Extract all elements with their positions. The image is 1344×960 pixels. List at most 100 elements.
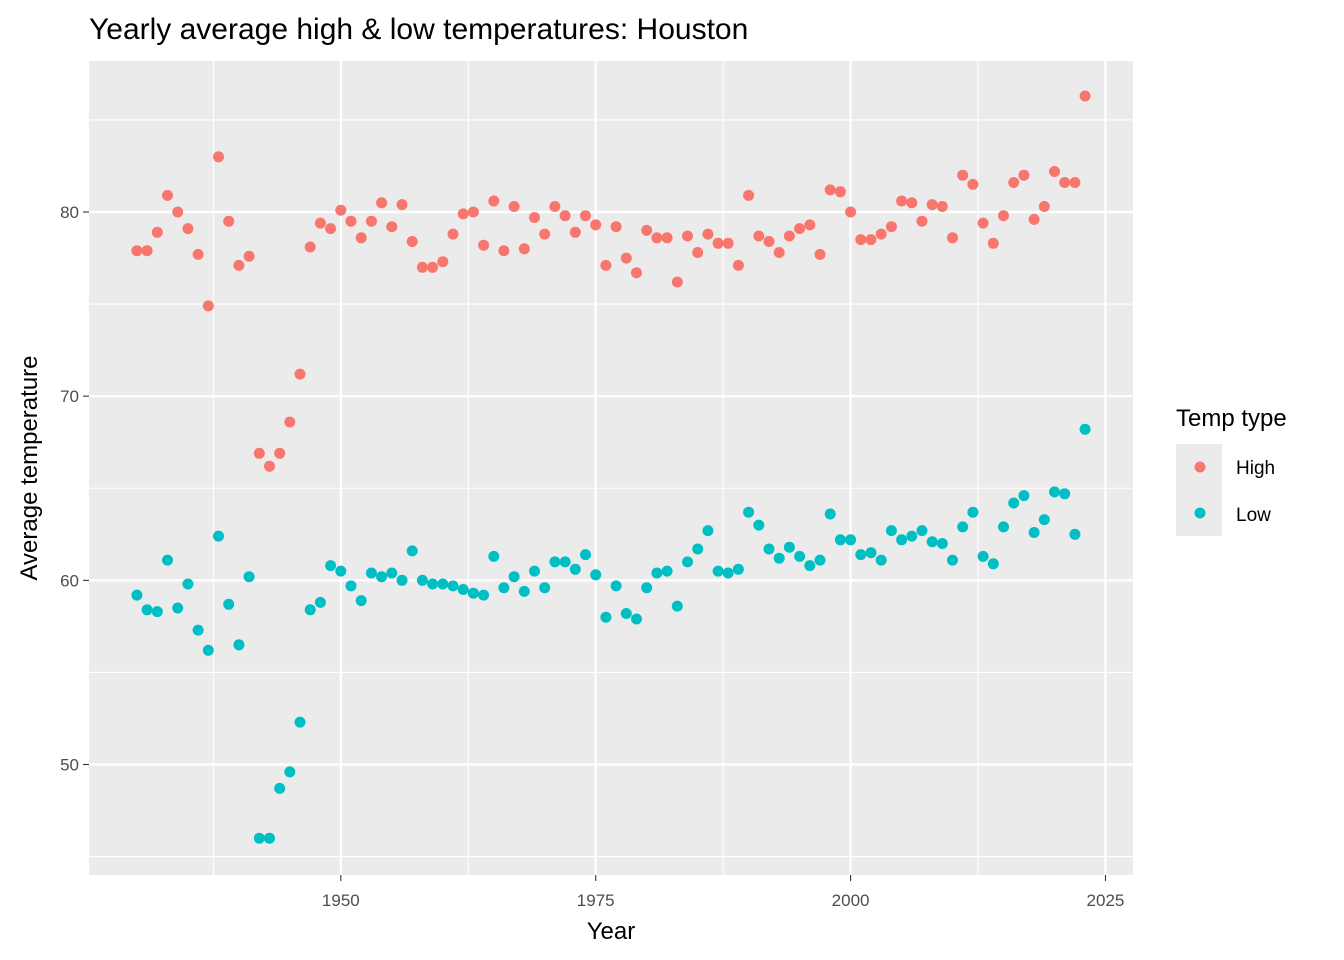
point-low [916,525,928,537]
point-low [804,560,816,572]
point-low [1018,490,1030,502]
point-high [682,230,693,242]
point-low [763,543,775,555]
point-low [508,571,520,583]
point-low [926,536,938,548]
point-high [661,232,673,244]
point-low [559,556,571,568]
point-low [325,560,337,572]
point-high [518,243,530,255]
point-high [1028,213,1040,225]
point-high [549,201,561,212]
point-high [1069,177,1081,188]
y-tick-label: 60 [60,571,79,590]
point-low [141,604,153,616]
point-high [416,261,428,273]
x-axis-title: Year [587,918,636,945]
point-high [294,368,306,380]
point-low [182,578,194,590]
point-low [365,567,377,579]
point-high [1059,177,1071,188]
point-high [702,228,714,240]
y-axis-title: Average temperature [16,355,43,580]
point-high [773,247,785,258]
point-high [243,250,255,262]
point-high [467,206,479,218]
x-tick-label: 1975 [577,891,615,910]
point-high [396,199,408,211]
point-low [824,508,836,520]
point-low [223,598,235,610]
point-high [437,256,449,268]
point-low [345,580,357,592]
point-high [508,201,520,212]
point-high [1049,166,1060,177]
point-low [213,530,224,542]
point-low [539,582,551,594]
point-high [253,447,265,459]
point-high [834,186,846,198]
point-high [906,197,918,209]
legend-title: Temp type [1176,405,1287,432]
point-low [998,521,1009,533]
point-low [967,506,979,518]
point-high [1038,201,1050,212]
point-high [223,215,235,227]
point-low [814,554,826,566]
point-high [488,195,500,207]
point-high [1079,90,1091,102]
point-low [131,589,143,601]
point-low [620,608,632,619]
point-high [783,230,795,242]
point-low [834,534,846,546]
point-high [192,248,204,260]
y-axis: 50 60 70 80 [60,203,89,775]
point-high [274,447,286,459]
point-low [631,613,642,625]
point-high [264,460,275,472]
point-low [590,569,602,581]
x-tick-label: 2000 [832,891,870,910]
legend-label-low: Low [1236,505,1271,526]
legend-marker-high [1194,461,1206,473]
point-high [865,234,877,246]
point-high [610,221,622,233]
point-high [814,248,826,260]
point-low [355,595,367,607]
point-low [172,602,184,614]
point-high [1008,177,1020,188]
point-low [692,543,704,555]
point-high [529,212,540,223]
point-low [722,567,734,579]
point-low [162,554,173,566]
point-high [763,236,775,247]
point-low [192,624,204,636]
point-low [682,556,693,568]
point-high [957,169,969,181]
point-high [213,151,224,163]
point-low [549,556,561,568]
point-low [376,571,388,583]
point-low [936,538,948,549]
point-low [233,639,245,651]
minor-gridlines [89,61,1133,875]
point-high [641,224,653,236]
point-high [926,199,938,211]
x-tick-label: 1950 [322,891,360,910]
point-high [896,195,908,207]
point-low [437,578,449,590]
point-low [518,585,530,597]
legend-marker-low [1194,507,1206,519]
point-high [631,267,642,279]
point-low [794,550,806,562]
point-low [478,589,490,601]
point-low [671,600,683,612]
point-high [794,223,806,235]
point-low [335,565,347,577]
point-low [957,521,969,533]
point-low [732,563,744,575]
point-high [478,239,490,251]
point-low [783,541,795,553]
point-high [1018,169,1030,181]
